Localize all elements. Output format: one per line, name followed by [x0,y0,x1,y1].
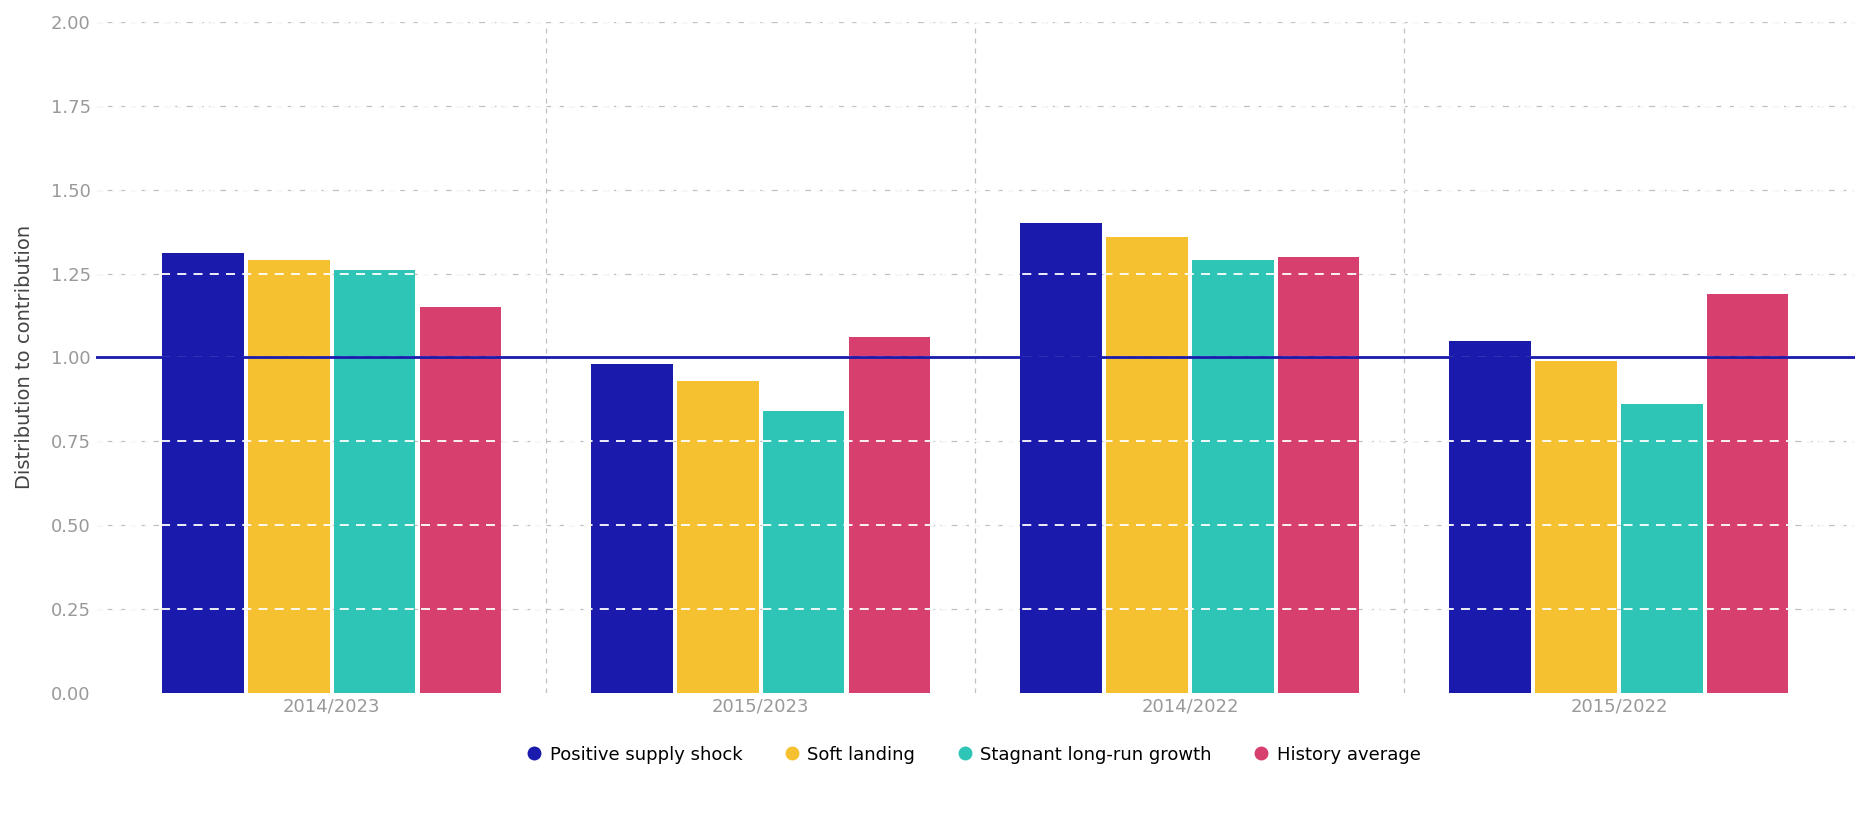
Bar [763,411,845,693]
Bar [1021,223,1101,693]
Bar [249,260,329,693]
Bar [591,364,673,693]
Bar [1449,340,1532,693]
Bar [1621,404,1704,693]
Bar [419,307,501,693]
Bar [335,270,415,693]
Bar [849,337,929,693]
Bar [163,254,243,693]
Bar [1191,260,1273,693]
Bar [1107,236,1187,693]
Bar [1535,361,1618,693]
Legend: Positive supply shock, Soft landing, Stagnant long-run growth, History average: Positive supply shock, Soft landing, Sta… [524,738,1429,771]
Bar [1707,294,1788,693]
Y-axis label: Distribution to contribution: Distribution to contribution [15,225,34,489]
Bar [1277,257,1359,693]
Bar [677,381,759,693]
